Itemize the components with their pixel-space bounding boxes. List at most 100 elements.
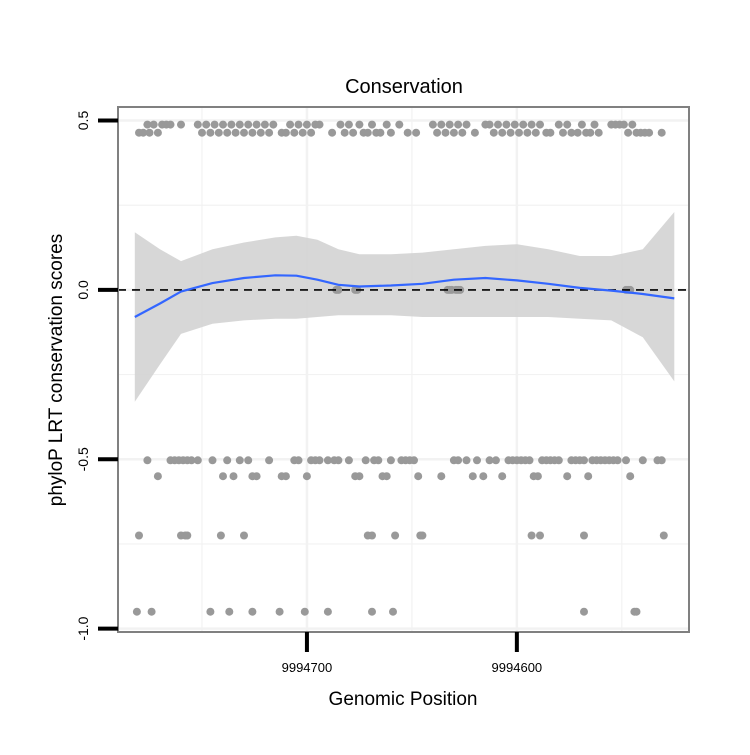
- data-point: [376, 128, 385, 137]
- data-point: [355, 120, 364, 129]
- data-point: [433, 128, 442, 137]
- data-point: [252, 472, 261, 481]
- data-point: [269, 120, 278, 129]
- x-tick-label: 9994700: [282, 660, 333, 675]
- data-point: [519, 120, 528, 129]
- data-point: [491, 456, 500, 465]
- data-point: [462, 456, 471, 465]
- data-point: [382, 120, 391, 129]
- x-axis: 9994700 9994600: [282, 632, 542, 675]
- data-points: [132, 120, 668, 616]
- data-point: [533, 472, 542, 481]
- data-point: [473, 456, 481, 465]
- data-point: [580, 456, 588, 465]
- data-point: [368, 607, 376, 616]
- data-point: [344, 456, 353, 465]
- data-point: [437, 472, 446, 481]
- data-point: [231, 128, 240, 137]
- data-point: [132, 607, 141, 616]
- data-point: [183, 531, 192, 540]
- data-point: [145, 128, 154, 137]
- data-point: [485, 120, 494, 129]
- data-point: [275, 607, 284, 616]
- data-point: [336, 120, 345, 129]
- data-point: [437, 120, 446, 129]
- data-point: [349, 128, 358, 137]
- data-point: [286, 120, 295, 129]
- data-point: [334, 456, 343, 465]
- data-point: [559, 128, 567, 137]
- data-point: [363, 128, 372, 137]
- data-point: [458, 128, 467, 137]
- data-point: [368, 120, 376, 129]
- data-point: [177, 120, 185, 129]
- data-point: [525, 456, 534, 465]
- data-point: [219, 120, 227, 129]
- y-axis-label: phyloP LRT conservation scores: [46, 234, 67, 507]
- data-point: [281, 472, 290, 481]
- data-point: [206, 607, 215, 616]
- data-point: [281, 128, 290, 137]
- smooth-trend-line: [134, 274, 675, 318]
- data-point: [229, 472, 238, 481]
- data-point: [294, 456, 303, 465]
- data-point: [531, 128, 540, 137]
- data-point: [193, 456, 202, 465]
- plot-border: [117, 106, 690, 633]
- data-point: [485, 456, 494, 465]
- data-point: [590, 120, 599, 129]
- data-point: [414, 472, 423, 481]
- data-point: [225, 607, 234, 616]
- data-point: [307, 128, 316, 137]
- data-point: [202, 120, 211, 129]
- plot-panel: [118, 107, 689, 632]
- data-point: [240, 531, 248, 540]
- data-point: [315, 456, 324, 465]
- data-point: [632, 607, 641, 616]
- data-point: [265, 456, 274, 465]
- data-point: [302, 472, 311, 481]
- y-axis: 0.5 0.0 -0.5 -1.0: [75, 111, 118, 641]
- data-point: [323, 607, 332, 616]
- data-point: [153, 472, 162, 481]
- data-point: [586, 128, 595, 137]
- data-point: [149, 120, 158, 129]
- data-point: [248, 607, 257, 616]
- data-point: [147, 607, 156, 616]
- data-point: [498, 472, 507, 481]
- data-point: [454, 456, 463, 465]
- data-point: [613, 456, 622, 465]
- data-point: [657, 456, 666, 465]
- data-point: [135, 531, 143, 540]
- data-point: [573, 128, 582, 137]
- data-point: [498, 128, 507, 137]
- data-point: [256, 128, 265, 137]
- data-point: [584, 472, 593, 481]
- data-point: [294, 120, 303, 129]
- data-point: [510, 120, 519, 129]
- data-point: [248, 128, 257, 137]
- data-point: [489, 128, 498, 137]
- confidence-band-area: [134, 212, 675, 402]
- data-point: [506, 128, 515, 137]
- data-point: [298, 128, 307, 137]
- data-point: [418, 531, 427, 540]
- data-point: [645, 128, 654, 137]
- confidence-band: [134, 212, 675, 402]
- data-point: [143, 120, 152, 129]
- chart-title: Conservation: [345, 76, 463, 98]
- data-point: [412, 128, 421, 137]
- data-point: [143, 456, 152, 465]
- data-point: [403, 128, 412, 137]
- data-point: [515, 128, 523, 137]
- data-point: [657, 128, 666, 137]
- data-point: [382, 472, 391, 481]
- data-point: [428, 120, 437, 129]
- data-point: [391, 531, 400, 540]
- data-point: [374, 456, 383, 465]
- data-point: [523, 128, 532, 137]
- data-point: [445, 120, 454, 129]
- data-point: [166, 120, 175, 129]
- data-point: [344, 120, 353, 129]
